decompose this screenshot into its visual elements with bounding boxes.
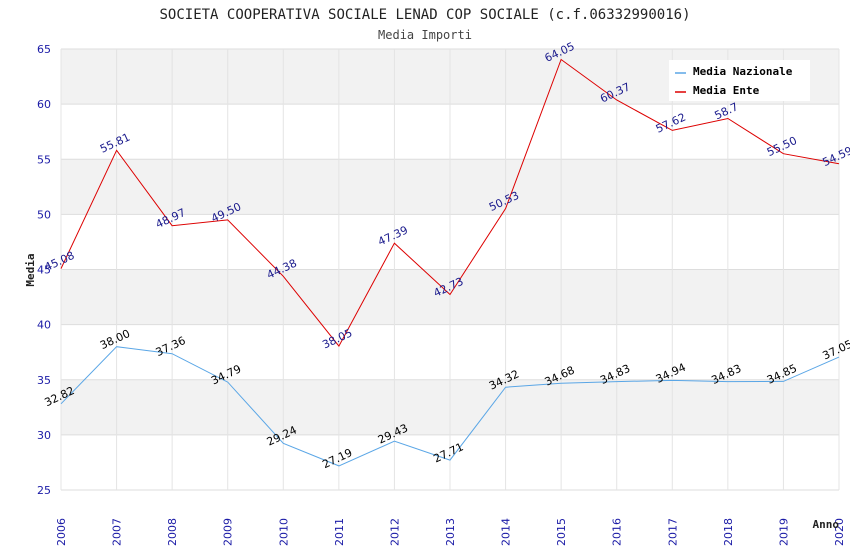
chart-title: SOCIETA COOPERATIVA SOCIALE LENAD COP SO… — [159, 7, 690, 23]
x-tick-label: 2015 — [555, 518, 568, 546]
x-tick-label: 2011 — [333, 518, 346, 546]
chart-subtitle: Media Importi — [378, 28, 472, 42]
legend-label-nazionale: Media Nazionale — [693, 65, 793, 78]
x-axis-ticks: 2006 2007 2008 2009 2010 2011 2012 2013 2014 2015… — [55, 518, 846, 546]
x-tick-label: 2007 — [111, 518, 124, 546]
y-tick-label: 30 — [37, 429, 51, 442]
y-axis-label: Media — [24, 253, 37, 286]
x-tick-label: 2006 — [55, 518, 68, 546]
x-tick-label: 2008 — [166, 518, 179, 546]
y-tick-label: 45 — [37, 264, 51, 277]
x-tick-label: 2019 — [777, 518, 790, 546]
grid-lines — [60, 48, 840, 491]
y-tick-label: 25 — [37, 484, 51, 497]
legend-label-ente: Media Ente — [693, 84, 760, 97]
x-tick-label: 2016 — [611, 518, 624, 546]
series-line-1 — [60, 58, 840, 348]
series-lines — [60, 58, 840, 467]
x-tick-label: 2017 — [666, 518, 679, 546]
x-tick-label: 2012 — [388, 518, 401, 546]
x-tick-label: 2018 — [722, 518, 735, 546]
series-line-0 — [60, 346, 840, 467]
x-tick-label: 2009 — [222, 518, 235, 546]
y-tick-label: 55 — [37, 153, 51, 166]
y-tick-label: 50 — [37, 208, 51, 221]
y-tick-label: 40 — [37, 319, 51, 332]
x-tick-label: 2014 — [500, 518, 513, 546]
legend-box — [669, 60, 810, 101]
x-tick-label: 2020 — [833, 518, 846, 546]
x-tick-label: 2010 — [277, 518, 290, 546]
y-axis-ticks: 25 30 35 40 45 50 55 60 65 — [37, 43, 51, 497]
x-axis-label: Anno — [813, 518, 840, 531]
y-tick-label: 65 — [37, 43, 51, 56]
legend: Media Nazionale Media Ente — [669, 60, 810, 101]
x-tick-label: 2013 — [444, 518, 457, 546]
y-tick-label: 35 — [37, 374, 51, 387]
y-tick-label: 60 — [37, 98, 51, 111]
